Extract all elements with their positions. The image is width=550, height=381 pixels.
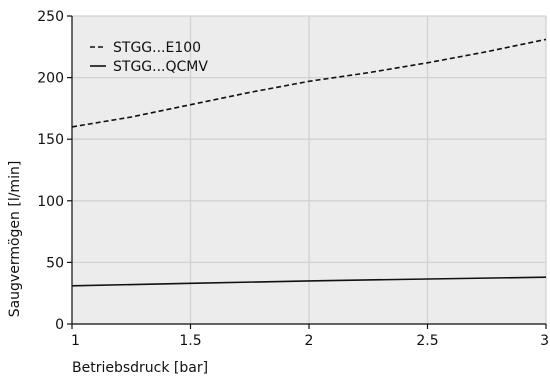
series-line-solid: [71, 276, 547, 287]
x-tick-label: 3: [540, 333, 549, 349]
legend-label: STGG...E100: [113, 40, 201, 56]
y-axis-label: Saugvermögen [l/min]: [7, 161, 23, 318]
legend: STGG...E100 STGG...QCMV: [90, 40, 208, 75]
grid-lines: [71, 15, 547, 325]
series-line-dashed: [71, 38, 547, 128]
x-tick-label: 1.5: [179, 333, 201, 349]
y-tick-label: 100: [37, 194, 64, 210]
y-tick-label: 200: [37, 71, 64, 87]
y-tick-label: 150: [37, 132, 64, 148]
x-tick-label: 1: [71, 333, 80, 349]
y-tick-label: 250: [37, 9, 64, 25]
y-tick-label: 50: [46, 255, 64, 271]
x-tick-label: 2: [305, 333, 314, 349]
y-tick-label: 0: [55, 317, 64, 333]
legend-label: STGG...QCMV: [113, 59, 208, 75]
x-tick-label: 2.5: [416, 333, 438, 349]
series-lines: [71, 38, 547, 287]
x-axis-label: Betriebsdruck [bar]: [72, 360, 208, 376]
axes: 1 1.5 2 2.5 3 0 50 100 150 200 250: [37, 9, 549, 349]
